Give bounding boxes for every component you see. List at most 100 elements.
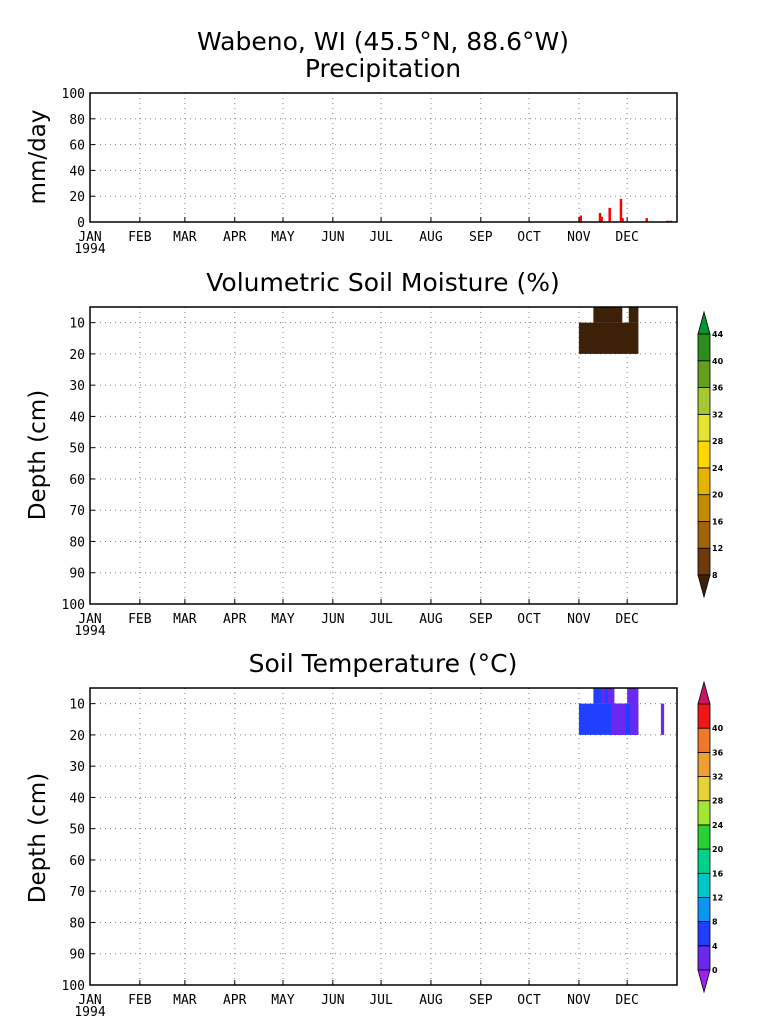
y-tick-label: 80 (69, 113, 85, 128)
heatmap-cell (593, 307, 623, 323)
colorbar-label: 0 (712, 966, 718, 975)
month-label: SEP (469, 993, 493, 1008)
month-label: APR (223, 230, 247, 245)
y-tick-label: 90 (69, 567, 85, 582)
colorbar-label: 24 (712, 464, 724, 473)
precip-bar (621, 218, 624, 222)
month-label: MAR (173, 230, 197, 245)
soil-moisture-chart: Volumetric Soil Moisture (%) Depth (cm) 10… (25, 268, 724, 639)
month-label: NOV (567, 612, 591, 627)
heatmap-cell (660, 703, 665, 735)
y-tick-label: 70 (69, 504, 85, 519)
y-tick-label: 60 (69, 139, 85, 154)
colorbar-label: 24 (712, 821, 724, 830)
month-label: DEC (615, 612, 638, 627)
colorbar-label: 20 (712, 845, 724, 854)
colorbar-segment (697, 547, 711, 576)
colorbar-label: 4 (712, 942, 718, 951)
month-label: SEP (469, 230, 493, 245)
month-label: JAN (78, 230, 101, 245)
colorbar-label: 8 (712, 918, 718, 927)
month-label: JAN (78, 612, 101, 627)
heatmap-cell (601, 688, 605, 704)
colorbar-segment (697, 751, 711, 777)
colorbar-segment (697, 921, 711, 947)
month-label: APR (223, 993, 247, 1008)
y-tick-label: 40 (69, 410, 85, 425)
month-label: JUL (369, 993, 393, 1008)
y-tick-label: 20 (69, 348, 85, 363)
y-tick-label: 40 (69, 791, 85, 806)
heatmap-cell (630, 703, 639, 735)
y-tick-label: 40 (69, 164, 85, 179)
month-label: JAN (78, 993, 101, 1008)
month-label: AUG (419, 230, 443, 245)
y-tick-label: 90 (69, 948, 85, 963)
y-tick-label: 80 (69, 916, 85, 931)
colorbar-segment (697, 680, 711, 705)
chart-title: Precipitation (305, 54, 461, 83)
colorbar-segment (697, 969, 711, 994)
month-label: NOV (567, 230, 591, 245)
month-label: FEB (128, 993, 152, 1008)
month-label: MAR (173, 612, 197, 627)
y-tick-label: 100 (62, 87, 85, 102)
heatmap-cell (611, 703, 626, 735)
y-tick-label: 100 (62, 979, 85, 994)
month-label: FEB (128, 230, 152, 245)
month-label: JUN (321, 230, 344, 245)
colorbar-segment (697, 494, 711, 522)
colorbar-label: 16 (712, 517, 724, 526)
y-tick-label: 20 (69, 190, 85, 205)
colorbar-label: 28 (712, 797, 724, 806)
chart-title: Soil Temperature (°C) (249, 649, 518, 678)
month-label: SEP (469, 612, 493, 627)
colorbar-segment (697, 521, 711, 549)
colorbar-segment (697, 727, 711, 753)
soil-temperature-chart: Soil Temperature (°C)Depth (cm)102030405… (25, 649, 724, 1020)
heatmap-cell (627, 688, 639, 704)
precip-bar (600, 216, 603, 222)
month-label: MAY (271, 230, 295, 245)
chart-title: Volumetric Soil Moisture (%) (206, 268, 560, 297)
y-tick-label: 50 (69, 442, 85, 457)
precip-bar (645, 218, 648, 222)
precip-bar (608, 207, 611, 222)
y-tick-label: 50 (69, 823, 85, 838)
colorbar-segment (697, 467, 711, 496)
y-tick-label: 100 (62, 598, 85, 613)
precip-bar (619, 198, 623, 222)
month-label: NOV (567, 993, 591, 1008)
colorbar-label: 32 (712, 410, 723, 419)
colorbar-segment (697, 945, 711, 971)
colorbar-label: 36 (712, 748, 724, 757)
y-axis-label: Depth (cm) (25, 773, 51, 903)
month-label: OCT (517, 230, 541, 245)
month-label: DEC (615, 993, 638, 1008)
y-tick-label: 30 (69, 379, 85, 394)
month-label: OCT (517, 993, 541, 1008)
colorbar-segment (697, 703, 711, 729)
month-label: JUN (321, 993, 344, 1008)
heatmap-cell (578, 703, 639, 735)
month-label: MAY (271, 993, 295, 1008)
colorbar-segment (697, 872, 711, 898)
plot-frame (89, 92, 678, 223)
plot-frame (89, 687, 678, 986)
colorbar-segment (697, 800, 711, 826)
colorbar-segment (697, 333, 711, 362)
y-tick-label: 0 (77, 216, 85, 231)
colorbar-label: 8 (712, 571, 718, 580)
colorbar-segment (697, 574, 711, 599)
year-label: 1994 (74, 1005, 105, 1020)
colorbar-label: 44 (712, 330, 724, 339)
year-label: 1994 (74, 242, 105, 257)
colorbar-label: 40 (712, 724, 724, 733)
colorbar-segment (697, 387, 711, 415)
colorbar-segment (697, 776, 711, 802)
month-label: AUG (419, 612, 443, 627)
month-label: APR (223, 612, 247, 627)
colorbar-segment (697, 897, 711, 923)
y-tick-label: 60 (69, 473, 85, 488)
colorbar-segment (697, 413, 711, 442)
